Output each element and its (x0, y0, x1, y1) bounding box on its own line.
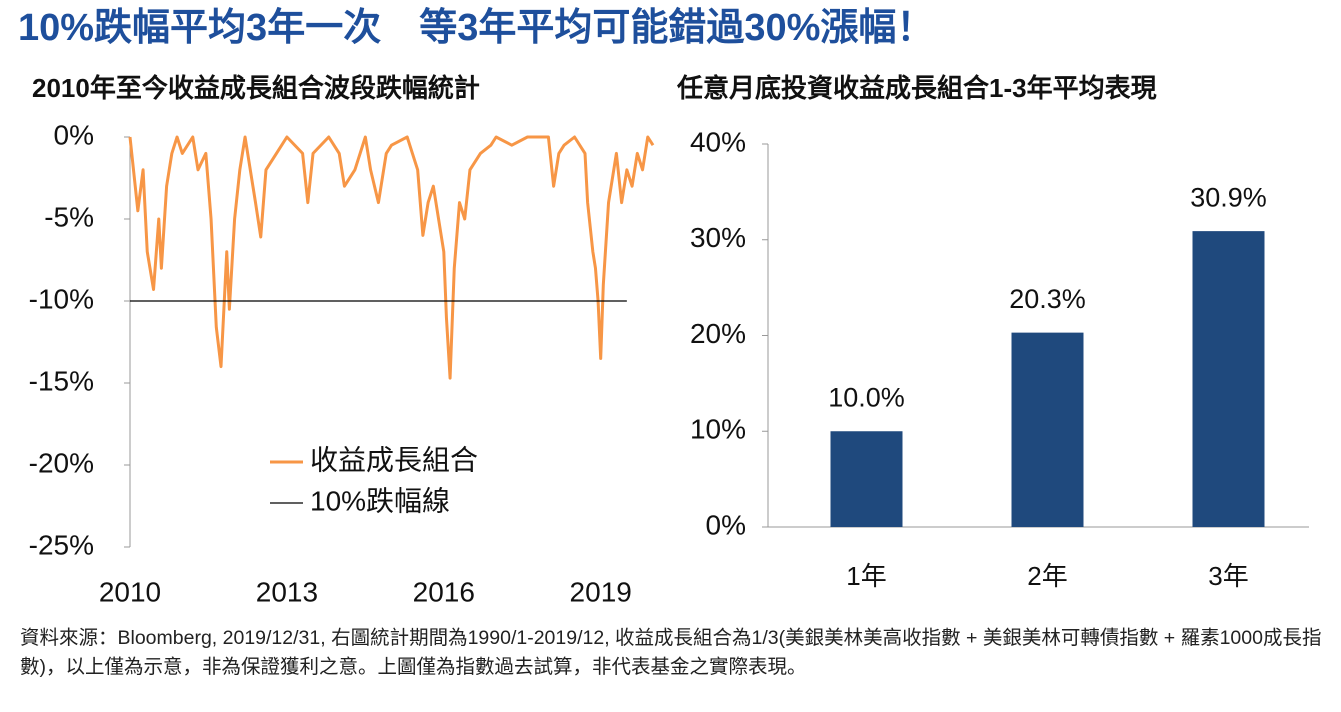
y-tick-label: -20% (29, 447, 94, 478)
y-tick-label: 10% (690, 414, 746, 445)
y-tick-label: 30% (690, 222, 746, 253)
x-tick-label: 1年 (846, 561, 886, 591)
y-tick-label: 0% (54, 119, 94, 150)
y-tick-label: -10% (29, 283, 94, 314)
y-tick-label: -25% (29, 529, 94, 560)
x-tick-label: 2016 (413, 576, 475, 607)
page-title: 10%跌幅平均3年一次 等3年平均可能錯過30%漲幅！ (18, 7, 934, 49)
x-tick-label: 2010 (99, 576, 161, 607)
x-tick-label: 2年 (1027, 561, 1067, 591)
footnote: 資料來源：Bloomberg, 2019/12/31, 右圖統計期間為1990/… (20, 627, 1322, 678)
y-tick-label: 20% (690, 318, 746, 349)
x-tick-label: 2013 (256, 576, 318, 607)
chart-title: 任意月底投資收益成長組合1-3年平均表現 (676, 73, 1157, 103)
x-tick-label: 2019 (570, 576, 632, 607)
bar (830, 431, 903, 527)
bar (1011, 332, 1084, 527)
y-tick-label: -5% (44, 201, 94, 232)
value-label: 30.9% (1190, 182, 1267, 212)
y-tick-label: 0% (706, 509, 746, 540)
chart-title: 2010年至今收益成長組合波段跌幅統計 (32, 73, 480, 103)
value-label: 20.3% (1009, 284, 1086, 314)
legend-label: 收益成長組合 (310, 444, 478, 475)
x-tick-label: 3年 (1208, 561, 1248, 591)
charts: 10%跌幅平均3年一次 等3年平均可能錯過30%漲幅！ 2010年至今收益成長組… (18, 7, 1309, 607)
line-series (128, 135, 655, 380)
legend-label: 10%跌幅線 (310, 485, 450, 516)
y-tick-label: 40% (690, 126, 746, 157)
y-tick-label: -15% (29, 365, 94, 396)
value-label: 10.0% (828, 382, 905, 412)
bar (1192, 231, 1265, 527)
